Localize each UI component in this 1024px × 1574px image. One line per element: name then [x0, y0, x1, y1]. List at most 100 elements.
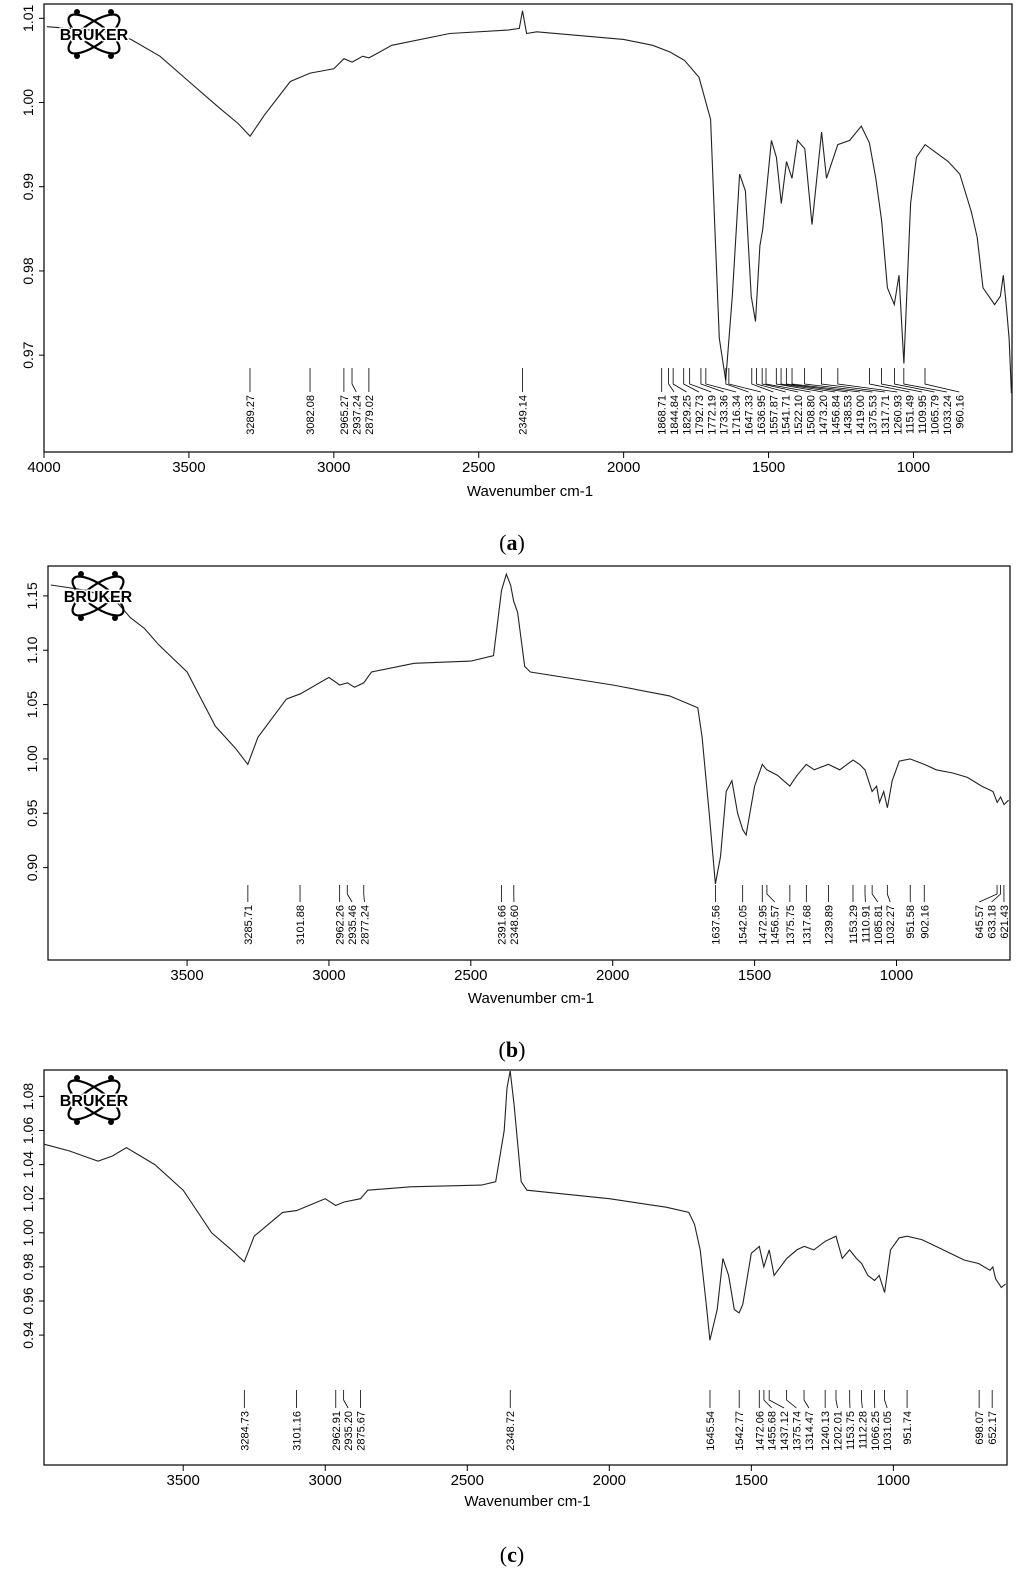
peak-label: 633.18	[987, 905, 999, 939]
peak-label: 1541.71	[781, 395, 793, 435]
peak-label: 3285.71	[243, 905, 255, 945]
x-axis-label: Wavenumber cm-1	[467, 483, 593, 500]
peak-label: 3082.08	[305, 395, 317, 435]
bruker-logo-icon: BRUKER	[58, 1075, 130, 1125]
plot-frame	[47, 565, 1011, 961]
peak-label: 2348.60	[509, 905, 521, 945]
bruker-logo-text: BRUKER	[60, 1093, 129, 1110]
x-tick-label: 3000	[309, 1472, 342, 1489]
y-tick-label: 1.05	[24, 691, 40, 718]
peak-label: 1151.49	[905, 395, 917, 434]
peak-marker	[979, 885, 998, 903]
peak-label: 1109.95	[917, 395, 929, 434]
x-tick-label: 2500	[454, 967, 487, 984]
x-tick-label: 2000	[596, 967, 629, 984]
peak-label: 1032.27	[885, 905, 897, 945]
y-tick-label: 0.98	[20, 257, 36, 284]
peak-marker	[756, 368, 786, 393]
peak-marker	[803, 1390, 810, 1409]
peak-marker	[785, 368, 848, 393]
peak-label: 1153.29	[848, 905, 860, 944]
peak-label: 902.16	[919, 905, 931, 939]
peak-marker	[763, 1390, 772, 1409]
y-tick-label: 1.00	[20, 1219, 36, 1246]
peak-label: 2875.67	[356, 1411, 368, 1451]
peak-label: 2962.91	[331, 1411, 343, 1451]
peak-marker	[786, 1390, 797, 1409]
bruker-logo-text: BRUKER	[64, 589, 133, 606]
peak-marker	[689, 368, 712, 393]
y-tick-label: 1.04	[20, 1151, 36, 1178]
peak-label: 1419.00	[855, 395, 867, 435]
peak-marker	[835, 1390, 838, 1409]
peak-marker	[672, 368, 687, 393]
x-tick-label: 2000	[593, 1472, 626, 1489]
y-tick-label: 0.94	[20, 1321, 36, 1348]
x-tick-label: 3000	[312, 967, 345, 984]
peak-label: 2935.20	[343, 1411, 355, 1451]
peak-label: 2879.02	[364, 395, 376, 435]
peak-label: 2349.14	[517, 395, 529, 435]
spectrum-line	[46, 10, 1012, 394]
x-tick-label: 3500	[170, 967, 203, 984]
peak-marker	[893, 368, 935, 393]
peak-label: 1456.57	[770, 905, 782, 945]
peak-label: 1066.25	[870, 1411, 882, 1451]
peak-label: 1317.68	[801, 905, 813, 945]
peak-label: 1472.06	[754, 1411, 766, 1451]
peak-marker	[775, 368, 823, 393]
peak-marker	[924, 368, 960, 393]
peak-marker	[346, 885, 353, 903]
x-tick-label: 2500	[462, 459, 495, 476]
peak-marker	[761, 368, 799, 393]
peak-label: 1437.12	[779, 1411, 791, 1451]
y-tick-label: 1.00	[24, 745, 40, 772]
peak-label: 1647.33	[743, 395, 755, 435]
peak-label: 1239.89	[823, 905, 835, 945]
peak-marker	[837, 368, 898, 393]
peak-label: 645.57	[974, 905, 986, 939]
y-tick-label: 1.06	[20, 1117, 36, 1144]
y-tick-label: 0.96	[20, 1287, 36, 1314]
y-tick-label: 1.01	[20, 4, 36, 31]
bruker-logo-icon: BRUKER	[58, 9, 130, 59]
peak-label: 1456.84	[830, 395, 842, 435]
peak-label: 1772.19	[706, 395, 718, 435]
spectrum-panel-b: 3500 3000 2500 2000 1500 1000 Wavenumber cm-1 0…	[24, 565, 1011, 1007]
x-tick-label: 1500	[738, 967, 771, 984]
x-tick-label: 1500	[752, 459, 785, 476]
x-tick-label: 2000	[607, 459, 640, 476]
peak-marker	[791, 368, 861, 393]
peak-label: 1110.91	[860, 905, 872, 943]
peak-marker	[804, 368, 873, 393]
peak-marker	[363, 885, 365, 903]
x-axis-label: Wavenumber cm-1	[468, 990, 594, 1007]
peak-label: 1031.05	[882, 1411, 894, 1451]
x-tick-label: 2500	[451, 1472, 484, 1489]
peak-label: 1542.05	[738, 905, 750, 945]
x-tick-label: 1000	[897, 459, 930, 476]
peak-marker	[766, 885, 775, 903]
peak-label: 2965.27	[339, 395, 351, 435]
peak-label: 1716.34	[731, 395, 743, 435]
peak-label: 621.43	[999, 905, 1011, 939]
peak-label: 2877.24	[359, 905, 371, 945]
bruker-logo-text: BRUKER	[60, 27, 129, 44]
peak-marker	[725, 368, 749, 393]
x-tick-label: 3500	[167, 1472, 200, 1489]
peak-label: 951.58	[905, 905, 917, 939]
y-tick-label: 1.08	[20, 1083, 36, 1110]
peak-label: 1260.93	[892, 395, 904, 435]
peak-label: 960.16	[954, 395, 966, 429]
peak-label: 1375.53	[867, 395, 879, 435]
peak-label: 1542.77	[734, 1411, 746, 1451]
peak-label: 3289.27	[245, 395, 257, 435]
peak-label: 1112.28	[857, 1411, 869, 1449]
peak-label: 1455.68	[767, 1411, 779, 1451]
peak-label: 1033.24	[942, 395, 954, 435]
peak-label: 3101.88	[295, 905, 307, 945]
peak-label: 2937.24	[351, 395, 363, 435]
peak-marker	[668, 368, 675, 393]
peak-label: 1317.71	[880, 395, 892, 435]
peak-label: 1085.81	[873, 905, 885, 945]
